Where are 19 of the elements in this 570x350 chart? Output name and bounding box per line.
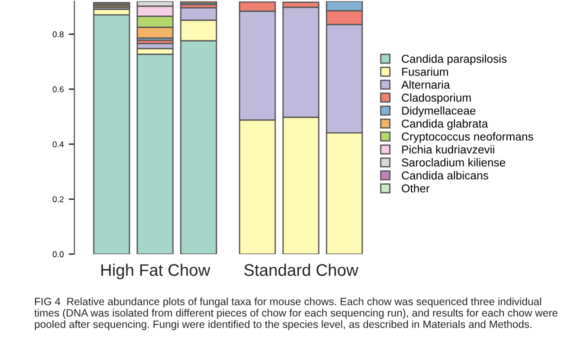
- legend-label: Alternaria: [401, 80, 450, 89]
- text: High Fat Chow: [101, 264, 210, 280]
- legend-label: Sarocladium kiliense: [402, 158, 506, 166]
- legend-label: Candida albicans: [402, 171, 488, 180]
- legend-label: Didymellaceae: [402, 106, 476, 117]
- text: Standard Chow: [244, 264, 358, 276]
- legend-label: Cryptococcus neoformans: [402, 132, 534, 143]
- legend-label: Candida parapsilosis: [402, 54, 507, 66]
- legend-label: Other: [402, 184, 430, 192]
- y-tick-label: 0.2: [52, 196, 64, 202]
- y-tick-label: 0.8: [52, 31, 64, 38]
- y-tick-label: 0.0: [52, 251, 64, 258]
- y-tick-label: 0.6: [52, 86, 64, 92]
- legend-label: Pichia kudriavzevii: [402, 145, 494, 154]
- legend-label: Cladosporium: [402, 93, 471, 104]
- legend-label: Fusarium: [402, 67, 448, 76]
- y-tick-label: 0.4: [52, 141, 64, 148]
- legend-label: Candida glabrata: [402, 119, 488, 130]
- caption: FIG 4 Relative abundance plots of fungal taxa for mouse chows. Each chow was sequenced three individual times (DNA was isolated from different pieces of chow for each sequencing run), and results for each chow were pooled after sequencing. Fungi were identified to the species level, as described in Materials and Methods.: [34, 298, 558, 330]
